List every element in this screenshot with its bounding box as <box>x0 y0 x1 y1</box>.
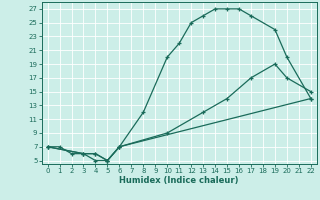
X-axis label: Humidex (Indice chaleur): Humidex (Indice chaleur) <box>119 176 239 185</box>
